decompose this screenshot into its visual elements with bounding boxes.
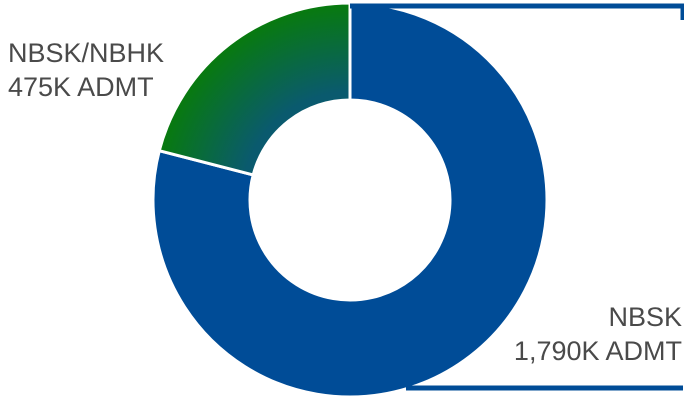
slice-label-nbsk-nbhk: NBSK/NBHK 475K ADMT (8, 36, 164, 104)
donut-slice-nbsk (151, 1, 549, 399)
slice-value: 475K ADMT (8, 72, 154, 102)
slice-group (151, 1, 549, 399)
slice-label-nbsk: NBSK 1,790K ADMT (514, 300, 682, 368)
slice-name: NBSK (608, 302, 682, 332)
slice-value: 1,790K ADMT (513, 336, 682, 366)
slice-name: NBSK/NBHK (8, 38, 165, 68)
donut-slice-nbsk-nbhk (157, 1, 352, 177)
leader-line-top (350, 3, 684, 20)
